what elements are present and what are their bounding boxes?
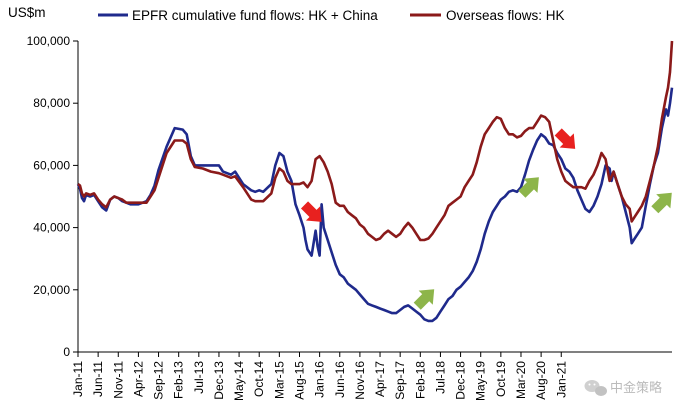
x-tick-label: Oct-14 bbox=[252, 361, 266, 397]
y-tick-label: 20,000 bbox=[33, 283, 70, 297]
x-tick-label: Aug-15 bbox=[292, 361, 306, 400]
x-axis: Jan-11 Jun-11 Nov-11 Apr-12 Sep-12 Feb-13 Jul-… bbox=[71, 351, 672, 401]
x-tick-label: May-14 bbox=[232, 361, 246, 401]
x-tick-label: Nov-11 bbox=[111, 361, 125, 399]
y-tick-label: 60,000 bbox=[33, 158, 70, 172]
arrow-up-icon bbox=[651, 192, 672, 214]
legend: EPFR cumulative fund flows: HK + China Ov… bbox=[98, 8, 565, 23]
x-tick-label: Jan-21 bbox=[554, 361, 568, 398]
x-tick-label: Jan-11 bbox=[71, 361, 85, 397]
y-tick-label: 100,000 bbox=[27, 34, 71, 48]
x-tick-label: Jul-18 bbox=[433, 361, 447, 394]
watermark: 中金策略 bbox=[584, 380, 662, 396]
x-tick-label: Sep-17 bbox=[393, 361, 407, 400]
x-tick-label: Aug-20 bbox=[534, 361, 548, 400]
x-tick-label: Mar-20 bbox=[514, 361, 528, 399]
x-tick-label: Feb-13 bbox=[172, 361, 186, 399]
series-line-epfr bbox=[76, 87, 674, 323]
arrow-shape bbox=[413, 289, 435, 310]
arrow-shape bbox=[651, 192, 672, 214]
x-tick-label: Jun-11 bbox=[91, 361, 105, 397]
x-tick-label: Jun-16 bbox=[333, 361, 347, 398]
legend-label: EPFR cumulative fund flows: HK + China bbox=[132, 8, 378, 23]
x-tick-label: Jul-13 bbox=[192, 361, 206, 394]
x-tick-label: Sep-12 bbox=[152, 361, 166, 400]
y-tick-label: 40,000 bbox=[33, 221, 70, 235]
x-tick-label: Apr-12 bbox=[131, 361, 145, 397]
x-tick-label: Nov-16 bbox=[353, 361, 367, 400]
y-axis: 0 20,000 40,000 60,000 80,000 100,000 bbox=[27, 34, 79, 359]
arrow-shape bbox=[554, 128, 576, 149]
x-tick-label: Dec-18 bbox=[454, 361, 468, 400]
x-tick-label: Oct-19 bbox=[494, 361, 508, 397]
x-tick-label: May-19 bbox=[474, 361, 488, 401]
legend-label: Overseas flows: HK bbox=[446, 8, 565, 23]
wechat-icon bbox=[584, 380, 607, 396]
x-tick-label: Feb-18 bbox=[413, 361, 427, 399]
series-layer bbox=[76, 40, 674, 323]
arrow-up-icon bbox=[518, 177, 539, 198]
annotation-layer bbox=[300, 128, 672, 310]
y-unit-label: US$m bbox=[8, 5, 46, 20]
arrow-down-icon bbox=[300, 201, 322, 222]
x-tick-label: Mar-15 bbox=[272, 361, 286, 399]
arrow-shape bbox=[518, 177, 539, 198]
arrow-up-icon bbox=[413, 289, 435, 310]
x-tick-label: Dec-13 bbox=[212, 361, 226, 400]
watermark-text: 中金策略 bbox=[610, 380, 662, 396]
x-tick-label: Apr-17 bbox=[373, 361, 387, 397]
arrow-shape bbox=[300, 201, 322, 222]
x-tick-label: Jan-16 bbox=[313, 361, 327, 398]
y-tick-label: 0 bbox=[63, 345, 70, 359]
arrow-down-icon bbox=[554, 128, 576, 149]
y-tick-label: 80,000 bbox=[33, 96, 70, 110]
series-line-overseas-hk bbox=[77, 40, 674, 242]
